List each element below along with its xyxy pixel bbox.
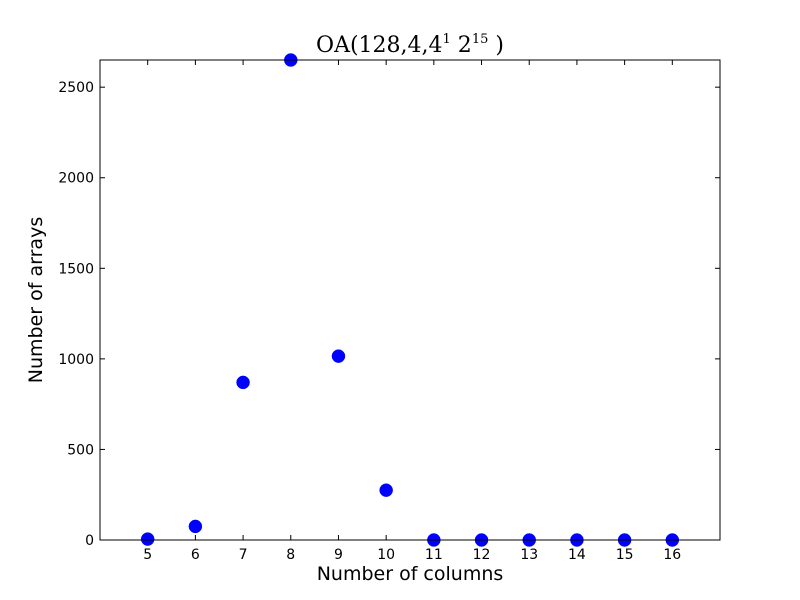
- plot-frame: [99, 59, 721, 541]
- x-tick-label: 6: [191, 547, 200, 563]
- title-superscript-2: 15: [472, 32, 489, 47]
- x-tick-label: 10: [377, 547, 395, 563]
- y-tick-label: 2000: [58, 171, 94, 187]
- data-point: [140, 532, 155, 546]
- title-suffix: ): [488, 33, 504, 58]
- data-point: [236, 375, 250, 390]
- x-axis-label: Number of columns: [317, 563, 504, 585]
- x-tick-label: 8: [286, 547, 295, 563]
- x-tick-label: 15: [616, 547, 634, 563]
- x-tick-label: 13: [520, 547, 538, 563]
- points-layer: [140, 53, 680, 547]
- y-tick-label: 1500: [58, 261, 94, 277]
- x-tick-label: 9: [334, 547, 343, 563]
- x-tick-label: 7: [239, 547, 248, 563]
- data-point: [331, 349, 346, 363]
- data-point: [379, 483, 393, 497]
- y-tick-label: 0: [85, 533, 94, 549]
- x-tick-label: 5: [143, 547, 152, 563]
- x-tick-label: 14: [568, 547, 586, 563]
- y-tick-label: 500: [67, 442, 94, 458]
- title-middle: 2: [451, 33, 472, 58]
- y-axis-label: Number of arrays: [25, 217, 47, 383]
- title-prefix: OA(128,4,4: [316, 33, 442, 58]
- title-superscript-1: 1: [443, 32, 451, 47]
- x-tick-label: 12: [473, 547, 491, 563]
- x-tick-label: 11: [425, 547, 443, 563]
- y-tick-label: 2500: [58, 80, 94, 96]
- data-point: [188, 519, 203, 534]
- y-tick-label: 1000: [58, 352, 94, 368]
- chart-title: OA(128,4,41 215 ): [316, 32, 504, 58]
- x-tick-label: 16: [663, 547, 681, 563]
